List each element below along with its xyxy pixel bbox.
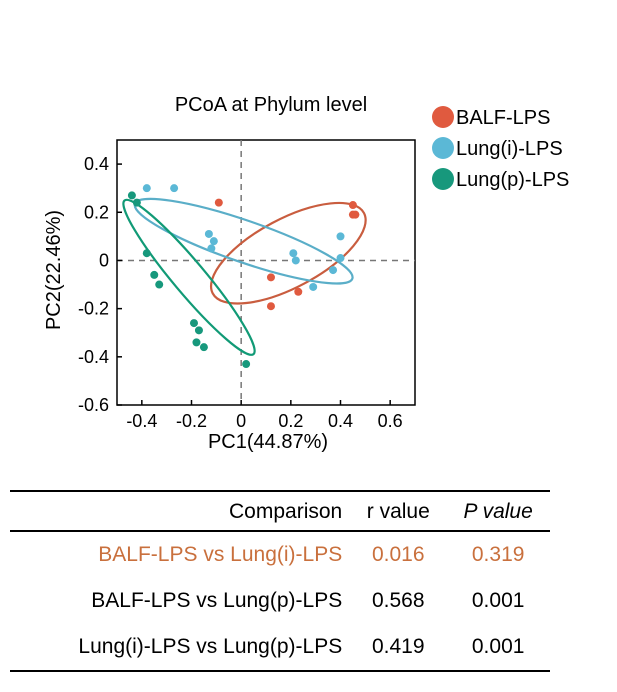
table-header-row: Comparison r value P value [10,490,550,532]
data-point-balf-lps [266,302,275,311]
legend-label-lung-i-lps: Lung(i)-LPS [456,138,563,160]
table-row: BALF-LPS vs Lung(p)-LPS 0.568 0.001 [10,578,550,624]
row-comparison: Lung(i)-LPS vs Lung(p)-LPS [10,624,351,672]
data-point-lung-p-lps [192,338,201,347]
x-tick-label: 0.4 [328,411,353,431]
legend-marker-lung-i-lps [432,137,454,159]
row-r-value: 0.568 [371,589,425,612]
x-tick-label: -0.2 [176,411,207,431]
legend-label-balf-lps: BALF-LPS [456,107,550,129]
data-point-lung-i-lps [309,282,318,291]
data-point-lung-i-lps [336,254,345,263]
table-row: BALF-LPS vs Lung(i)-LPS 0.016 0.319 [10,531,550,578]
data-point-lung-i-lps [207,244,216,253]
row-r-value: 0.016 [371,543,425,566]
data-point-lung-i-lps [142,184,151,193]
header-p-value: P value [446,490,550,532]
data-point-lung-p-lps [127,191,136,200]
legend-marker-balf-lps [432,106,454,128]
stats-table: Comparison r value P value BALF-LPS vs L… [10,490,550,672]
confidence-ellipse-lung-p-lps [122,198,256,356]
data-point-balf-lps [351,210,360,219]
data-point-balf-lps [214,198,223,207]
row-comparison: BALF-LPS vs Lung(i)-LPS [98,543,343,566]
data-point-lung-p-lps [189,319,198,328]
x-tick-label: -0.4 [126,411,157,431]
data-point-lung-p-lps [132,198,141,207]
pcoa-chart: PCoA at Phylum level 0.4 0.2 0 -0.2 -0.4 -0.6… [43,94,569,453]
data-point-balf-lps [294,287,303,296]
row-comparison: BALF-LPS vs Lung(p)-LPS [91,589,343,612]
y-axis-label: PC2(22.46%) [43,210,65,330]
x-tick-label: 0.6 [378,411,403,431]
row-r-value: 0.419 [350,624,447,672]
y-tick-label: 0.4 [84,154,109,174]
x-tick-label: 0.2 [278,411,303,431]
data-point-lung-i-lps [291,256,300,265]
x-axis-label: PC1(44.87%) [208,431,328,453]
legend-label-lung-p-lps: Lung(p)-LPS [456,169,569,191]
y-tick-label: -0.6 [78,395,109,415]
data-point-lung-i-lps [204,229,213,238]
row-p-value: 0.001 [446,624,550,672]
confidence-ellipse-balf-lps [209,201,367,305]
y-tick-label: 0.2 [84,202,109,222]
data-point-lung-i-lps [329,266,338,275]
data-point-balf-lps [266,273,275,282]
table-row: Lung(i)-LPS vs Lung(p)-LPS 0.419 0.001 [10,624,550,672]
data-point-lung-i-lps [170,184,179,193]
row-p-value: 0.319 [471,543,525,566]
data-point-lung-i-lps [336,232,345,241]
data-point-lung-p-lps [242,360,251,369]
plot-area: 0.4 0.2 0 -0.2 -0.4 -0.6 -0.4 -0.2 0 0.2 0.4 0.6 [78,139,416,431]
plot-frame [116,139,416,406]
data-point-lung-p-lps [194,326,203,335]
data-point-balf-lps [348,201,357,210]
data-point-lung-p-lps [142,249,151,258]
data-point-lung-p-lps [199,343,208,352]
y-tick-label: 0 [99,250,109,270]
chart-title: PCoA at Phylum level [175,94,367,116]
y-tick-label: -0.4 [78,347,109,367]
x-tick-label: 0 [236,411,246,431]
legend-marker-lung-p-lps [432,168,454,190]
legend: BALF-LPS Lung(i)-LPS Lung(p)-LPS [432,106,569,191]
y-tick-label: -0.2 [78,299,109,319]
data-point-lung-p-lps [150,270,159,279]
header-comparison: Comparison [10,490,351,532]
stats-table-container: Comparison r value P value BALF-LPS vs L… [10,490,550,672]
data-point-lung-i-lps [209,237,218,246]
data-point-lung-i-lps [289,249,298,258]
data-point-lung-p-lps [155,280,164,289]
header-r-value: r value [350,490,447,532]
row-p-value: 0.001 [471,589,525,612]
